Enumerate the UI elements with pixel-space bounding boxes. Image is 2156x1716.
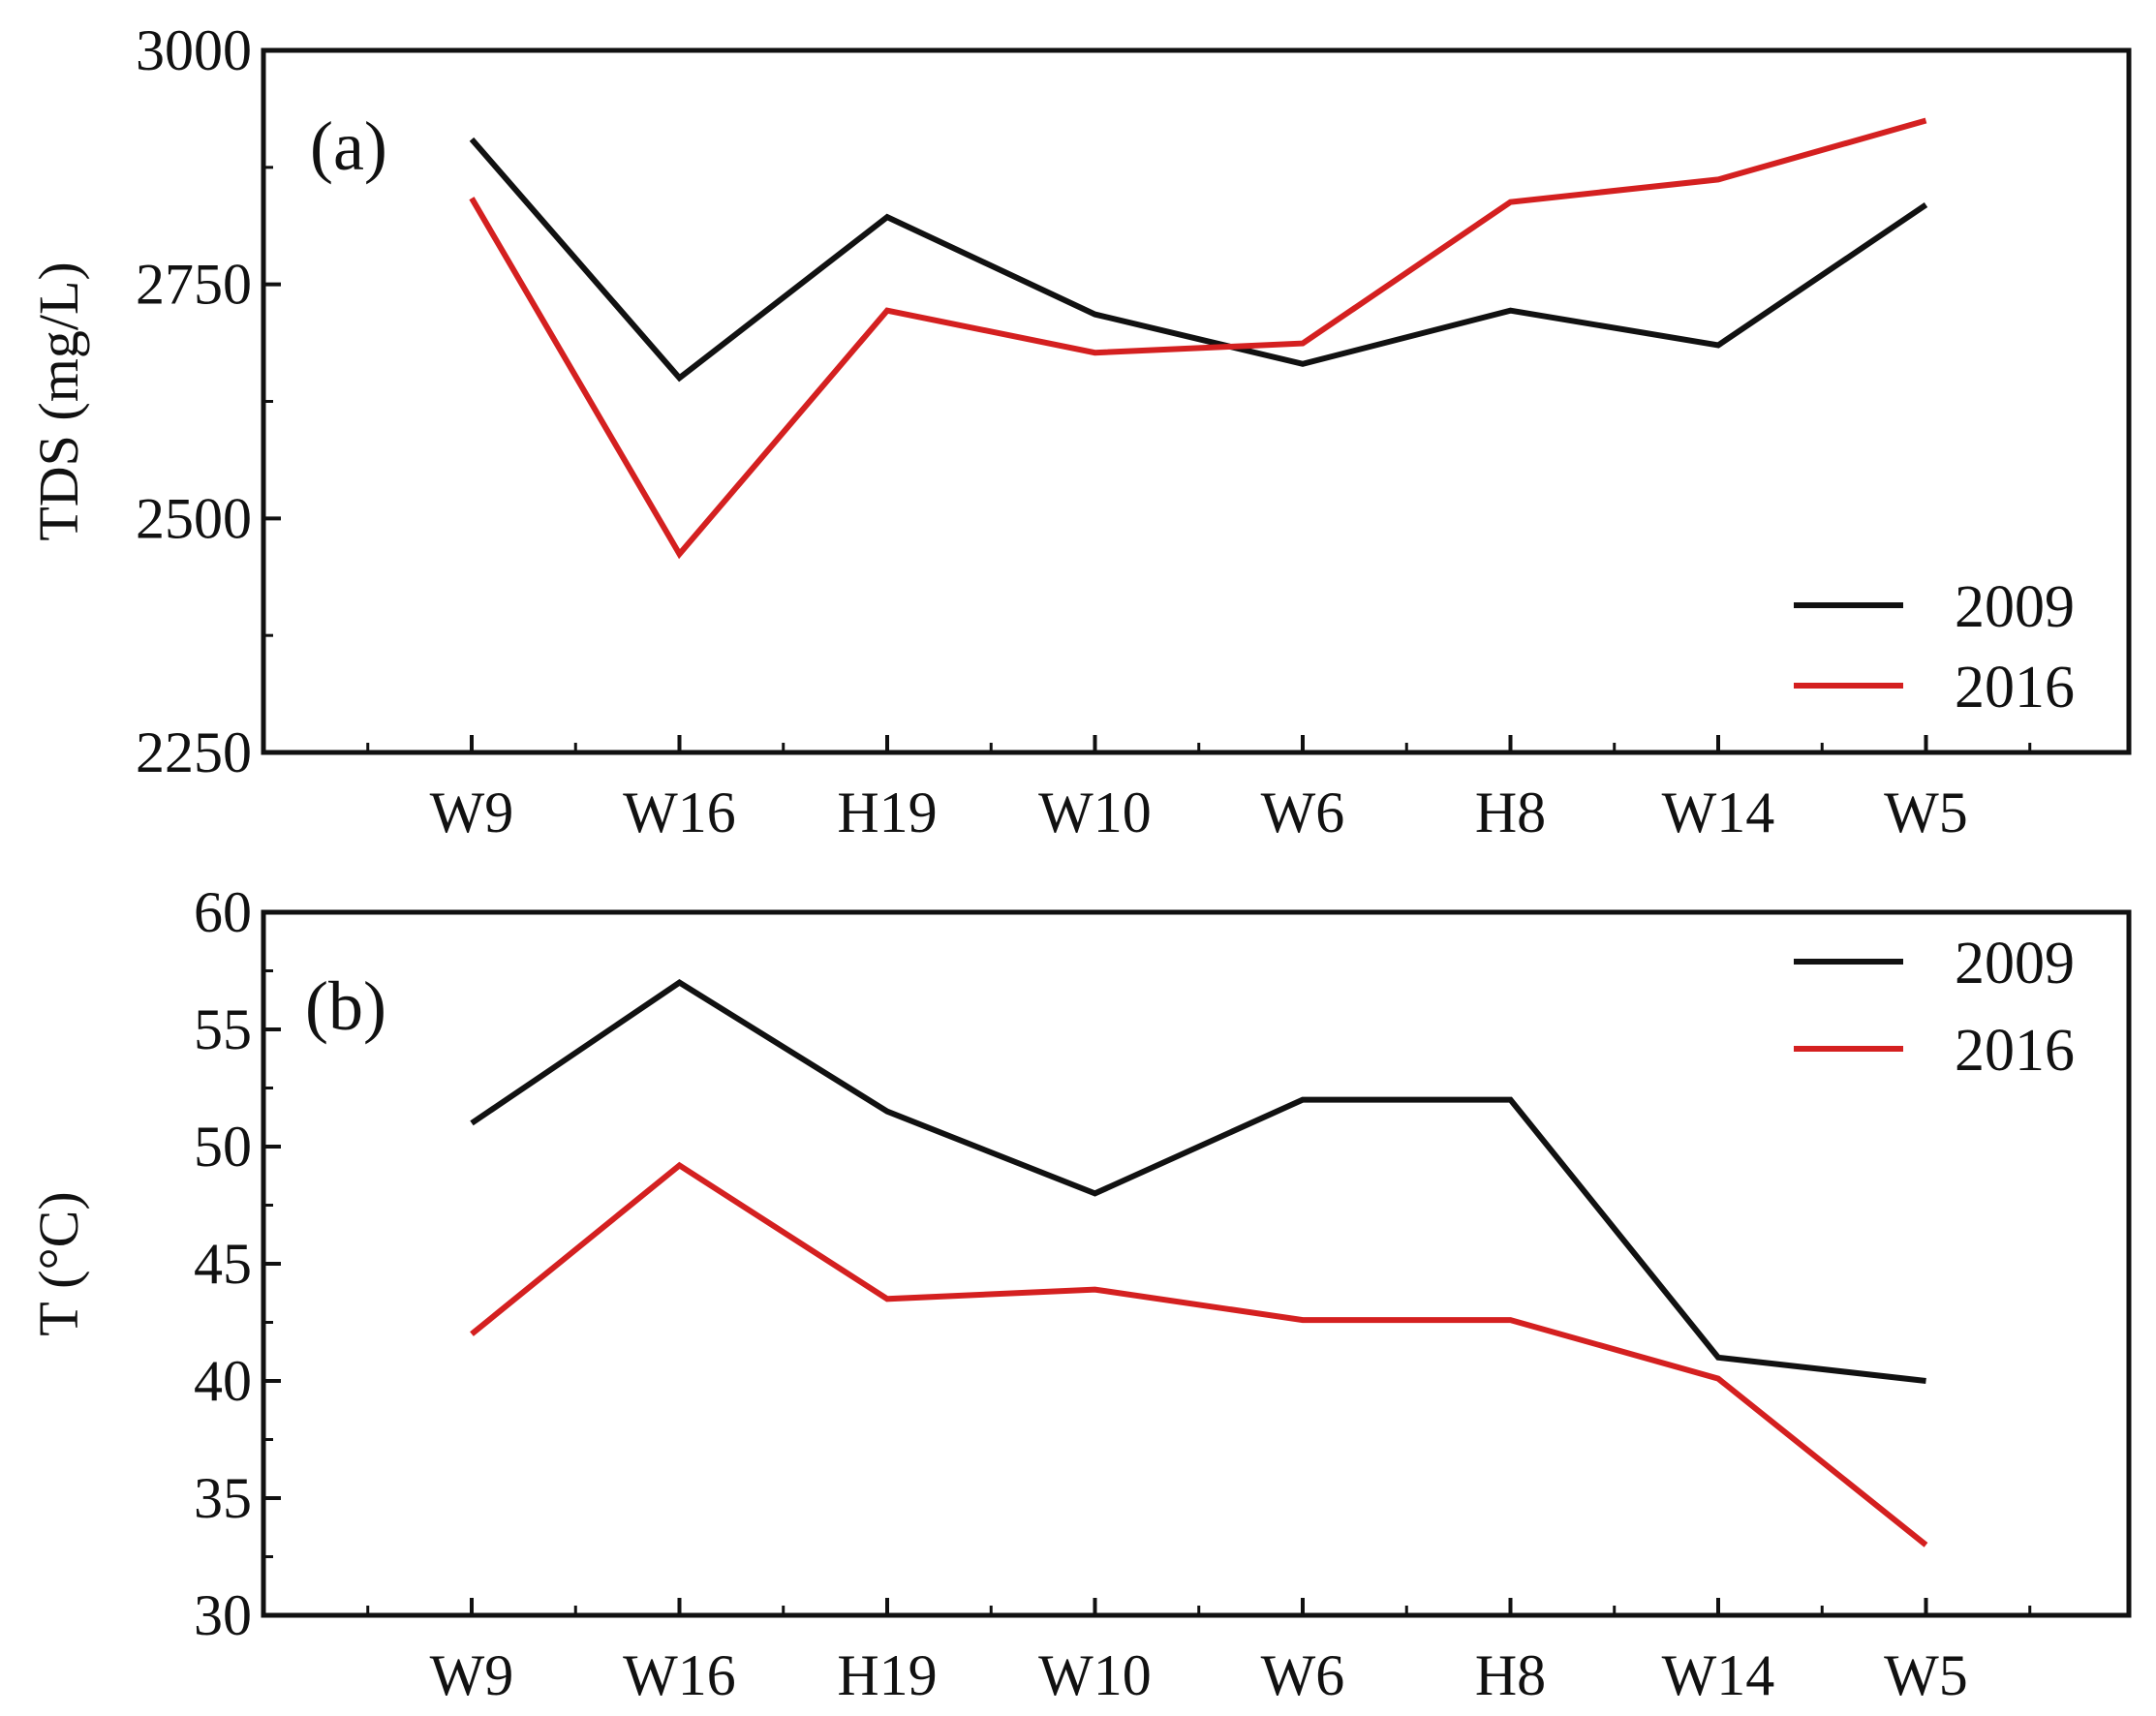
- y-tick-label: 30: [194, 1583, 252, 1647]
- y-tick-label: 2750: [136, 253, 252, 317]
- x-tick-label: H19: [837, 1643, 937, 1707]
- x-tick-label: H19: [837, 781, 937, 844]
- x-tick-label: W14: [1662, 1643, 1775, 1707]
- y-tick-label: 35: [194, 1466, 252, 1530]
- x-tick-label: W10: [1038, 781, 1152, 844]
- chart-panel-b: 30 35 40 45 50 55 60 W9 W16 H19 W10 W6 H8 W14 W5 T (°C)…: [27, 880, 2132, 1707]
- y-tick-label: 3000: [136, 18, 252, 82]
- series-line-2009: [470, 979, 1926, 1384]
- y-axis-title: T (°C): [27, 1191, 90, 1335]
- y-tick-label: 55: [194, 997, 252, 1061]
- legend-label-2016: 2016: [1955, 1018, 2075, 1084]
- x-tick-label: W16: [623, 781, 736, 844]
- x-tick-label: W10: [1038, 1643, 1152, 1707]
- plot-frame: [261, 909, 2132, 1618]
- x-tick-label: W14: [1662, 781, 1775, 844]
- y-tick-label: 50: [194, 1115, 252, 1179]
- x-tick-label: W5: [1884, 781, 1968, 844]
- chart-panel-a: 2250 2500 2750 3000 W9 W16 H19 W10 W6 H8 W14 W5 TDS …: [27, 18, 2132, 844]
- y-tick-label: 2500: [136, 486, 252, 550]
- plot-frame: [261, 47, 2132, 755]
- legend-label-2016: 2016: [1955, 655, 2075, 720]
- y-tick-label: 40: [194, 1349, 252, 1413]
- x-tick-label: W6: [1261, 1643, 1345, 1707]
- y-tick-label: 45: [194, 1232, 252, 1296]
- x-tick-label: W5: [1884, 1643, 1968, 1707]
- x-tick-label: W9: [430, 1643, 514, 1707]
- x-tick-label: H8: [1475, 1643, 1546, 1707]
- y-tick-label: 60: [194, 880, 252, 944]
- x-tick-label: W6: [1261, 781, 1345, 844]
- panel-label: (b): [305, 967, 386, 1045]
- legend-label-2009: 2009: [1955, 574, 2075, 640]
- x-tick-label: W9: [430, 781, 514, 844]
- y-tick-label: 2250: [136, 720, 252, 784]
- panel-label: (a): [310, 107, 387, 185]
- x-tick-label: W16: [623, 1643, 736, 1707]
- series-line-2016: [469, 117, 1927, 560]
- y-axis-title: TDS (mg/L): [27, 261, 90, 540]
- series-line-2009: [469, 137, 1928, 383]
- legend-label-2009: 2009: [1955, 931, 2075, 996]
- series-line-2016: [470, 1161, 1928, 1547]
- x-tick-label: H8: [1475, 781, 1546, 844]
